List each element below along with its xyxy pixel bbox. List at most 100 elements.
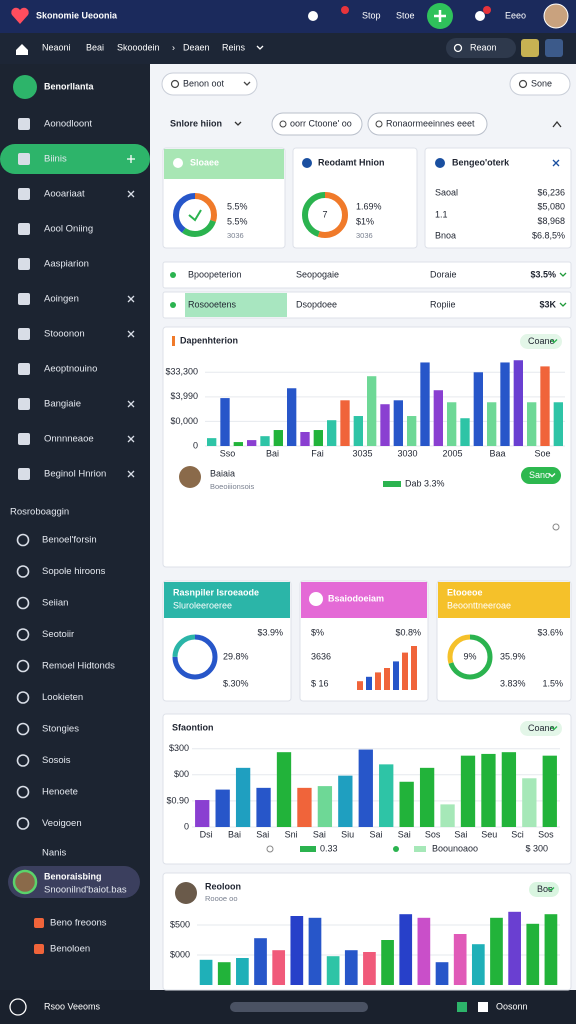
label: Bsaiodoeiam bbox=[328, 593, 384, 603]
home-icon bbox=[16, 44, 28, 55]
bar bbox=[453, 934, 467, 985]
close-icon bbox=[127, 435, 135, 443]
bar bbox=[490, 917, 503, 985]
item-icon bbox=[16, 533, 30, 547]
bar bbox=[340, 400, 350, 446]
bar bbox=[363, 952, 376, 985]
sidebar-item[interactable]: Sopole hiroons bbox=[42, 566, 106, 577]
collapse[interactable] bbox=[552, 120, 562, 128]
breadcrumb[interactable]: › bbox=[172, 42, 175, 52]
label: Saoal bbox=[435, 187, 458, 197]
sidebar-item[interactable]: Aeoptnouino bbox=[44, 364, 97, 375]
x-tick-label: Bai bbox=[228, 829, 241, 839]
x-tick-label: Sai bbox=[313, 829, 326, 839]
sidebar-item[interactable]: Aool Oniing bbox=[44, 224, 93, 235]
label: $ 16 bbox=[311, 678, 329, 688]
label: Nanis bbox=[42, 848, 67, 859]
label: $6,236 bbox=[537, 187, 565, 197]
sidebar-item[interactable]: Seotoiir bbox=[42, 629, 74, 640]
button[interactable] bbox=[529, 882, 559, 897]
sidebar-item[interactable]: Lookieten bbox=[42, 692, 83, 703]
breadcrumb[interactable]: Beai bbox=[86, 42, 104, 52]
row-highlight bbox=[185, 293, 287, 317]
sidebar-item[interactable]: Seiian bbox=[42, 598, 68, 609]
icon bbox=[453, 43, 463, 53]
button-label[interactable]: Sano bbox=[529, 470, 550, 480]
label: Rosroboaggin bbox=[10, 507, 69, 518]
sidebar-item[interactable]: Aooariaat bbox=[44, 189, 85, 200]
item-icon bbox=[18, 363, 30, 375]
x-tick-label: Sos bbox=[538, 829, 554, 839]
filter-pill[interactable] bbox=[271, 112, 363, 136]
dropdown[interactable] bbox=[161, 72, 258, 96]
button-label[interactable]: Coane bbox=[528, 723, 555, 733]
bar bbox=[220, 398, 230, 446]
sidebar-item[interactable]: Remoel Hidtonds bbox=[42, 661, 115, 672]
breadcrumb[interactable]: Deaen bbox=[183, 42, 210, 52]
bar bbox=[440, 804, 455, 827]
plus bbox=[434, 10, 446, 22]
sidebar-item[interactable]: Benoel'forsin bbox=[42, 535, 97, 546]
card bbox=[162, 326, 572, 568]
icon bbox=[435, 158, 445, 168]
label: Eeeo bbox=[505, 10, 526, 20]
bar bbox=[317, 786, 333, 827]
chevron bbox=[550, 339, 558, 344]
table-row bbox=[162, 261, 572, 289]
active-item bbox=[0, 144, 150, 174]
icon bbox=[302, 158, 312, 168]
chevron bbox=[256, 45, 264, 50]
breadcrumb[interactable]: Reins bbox=[222, 42, 246, 52]
brand-icon bbox=[13, 75, 37, 99]
card-header bbox=[164, 582, 290, 618]
breadcrumb[interactable]: Skooodein bbox=[117, 42, 160, 52]
button[interactable] bbox=[520, 334, 562, 349]
bar bbox=[326, 956, 340, 985]
breadcrumb[interactable]: Neaoni bbox=[42, 42, 71, 52]
label: $.30% bbox=[223, 678, 249, 688]
sidebar-item[interactable]: Biinis bbox=[44, 154, 67, 165]
icon bbox=[552, 523, 560, 531]
bar bbox=[447, 402, 457, 446]
legend-swatch bbox=[300, 846, 316, 852]
header-link[interactable]: Stop bbox=[362, 10, 381, 20]
label: 5.5% bbox=[227, 201, 248, 211]
sidebar-item[interactable]: Veoigoen bbox=[42, 818, 82, 829]
label: $0.8% bbox=[395, 627, 421, 637]
sidebar-item[interactable]: Sosois bbox=[42, 755, 71, 766]
label: oorr Ctoone' oo bbox=[290, 118, 352, 128]
app-icon bbox=[545, 39, 563, 57]
plus bbox=[127, 155, 135, 163]
sidebar-item[interactable]: Beginol Hnrion bbox=[44, 469, 106, 480]
filter-pill[interactable] bbox=[367, 112, 488, 136]
button-label[interactable]: Coane bbox=[528, 336, 555, 346]
sidebar-link[interactable]: Beno freoons bbox=[50, 918, 107, 929]
sidebar-item[interactable]: Stongies bbox=[42, 724, 79, 735]
bar bbox=[420, 362, 430, 446]
search-box[interactable] bbox=[446, 38, 516, 58]
donut-segment bbox=[302, 192, 348, 238]
label: Sluroleeroeree bbox=[173, 600, 232, 610]
label: Oosonn bbox=[496, 1001, 528, 1011]
mini-bar bbox=[411, 646, 417, 690]
sidebar-item[interactable]: Onnnneaoe bbox=[44, 434, 94, 445]
sidebar-item[interactable]: Bangiaie bbox=[44, 399, 81, 410]
dropdown[interactable] bbox=[509, 72, 571, 96]
button-label[interactable]: Boe bbox=[537, 884, 553, 894]
avatar bbox=[12, 869, 38, 895]
bar bbox=[236, 958, 249, 985]
sidebar-item[interactable]: Henoete bbox=[42, 787, 78, 798]
sidebar-item[interactable]: Aoingen bbox=[44, 294, 79, 305]
item-icon bbox=[18, 293, 30, 305]
sidebar-item[interactable]: Aaspiarion bbox=[44, 259, 89, 270]
sidebar-item[interactable]: Stooonon bbox=[44, 329, 85, 340]
sidebar-link[interactable]: Benoloen bbox=[50, 944, 90, 955]
sidebar-item[interactable]: Aonodloont bbox=[44, 119, 92, 130]
button[interactable] bbox=[521, 467, 561, 484]
item-icon bbox=[18, 188, 30, 200]
icon bbox=[309, 592, 323, 606]
label: Sfaontion bbox=[172, 722, 214, 732]
header-link[interactable]: Stoe bbox=[396, 10, 415, 20]
bar bbox=[435, 962, 449, 985]
button[interactable] bbox=[520, 721, 562, 736]
